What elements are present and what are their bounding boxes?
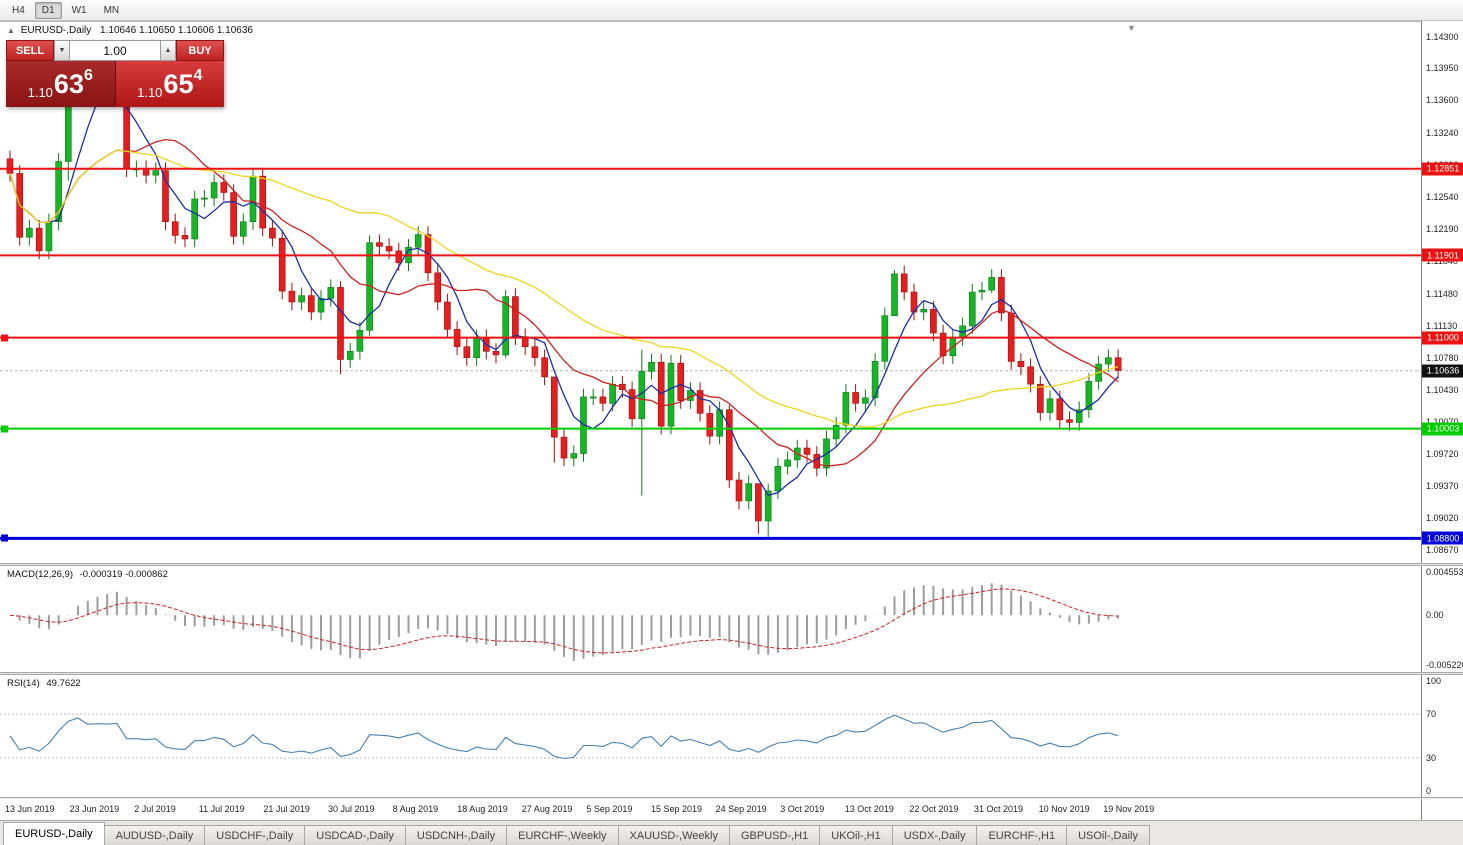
date-axis-label: 11 Jul 2019 [198,804,245,814]
level-drag-handle[interactable] [1,534,8,542]
date-axis-label: 13 Oct 2019 [844,804,894,814]
date-axis-label: 2 Jul 2019 [134,804,176,814]
price-axis[interactable]: 1.143001.139501.136001.132401.128901.125… [1421,21,1463,820]
rsi-axis-label: 70 [1426,709,1437,719]
date-axis-label: 24 Sep 2019 [715,804,767,814]
date-axis-label: 5 Sep 2019 [586,804,633,814]
buy-price-display[interactable]: 1.10 65 4 [115,61,224,107]
price-axis-label: 1.09020 [1426,513,1459,524]
date-axis-label: 15 Sep 2019 [651,804,703,814]
level-price-tag: 1.11901 [1422,248,1463,262]
date-axis-label: 13 Jun 2019 [5,804,55,814]
price-axis-label: 1.11130 [1426,320,1458,331]
buy-price-big-figure: 1.10 [137,85,163,100]
chart-title: ▲ EURUSD-,Daily 1.10646 1.10650 1.10606 … [7,25,253,36]
price-chart-canvas[interactable] [0,0,1463,820]
rsi-axis-label: 30 [1426,753,1437,763]
chart-tab[interactable]: EURCHF-,H1 [976,825,1068,845]
level-price-tag: 1.12851 [1422,162,1463,176]
chart-tab[interactable]: USOil-,Daily [1066,825,1150,845]
date-axis-label: 23 Jun 2019 [69,804,120,814]
chart-tab[interactable]: XAUUSD-,Weekly [617,825,730,845]
chart-tab[interactable]: USDX-,Daily [891,825,978,845]
level-drag-handle[interactable] [1,334,8,342]
sell-button[interactable]: SELL [6,40,54,61]
level-price-tag: 1.10003 [1422,422,1463,436]
date-axis[interactable]: 13 Jun 2019 23 Jun 2019 2 Jul 2019 11 Jul 2… [0,800,1421,820]
volume-increase-button[interactable]: ▲ [160,40,176,61]
date-axis-label: 31 Oct 2019 [974,804,1024,814]
price-axis-label: 1.13950 [1426,63,1459,74]
date-axis-label: 18 Aug 2019 [457,804,508,814]
macd-axis-label: 0.0045536 [1426,567,1463,578]
price-axis-label: 1.12540 [1426,192,1459,203]
chart-ohlc-values: 1.10646 1.10650 1.10606 1.10636 [100,25,253,36]
chart-tab-bar: EURUSD-,Daily AUDUSD-,Daily USDCHF-,Daily U… [0,820,1463,845]
price-axis-label: 1.08670 [1426,545,1459,556]
current-price-tag: 1.10636 [1422,364,1463,378]
price-axis-label: 1.09720 [1426,449,1459,460]
price-axis-label: 1.10430 [1426,384,1459,395]
price-axis-label: 1.09370 [1426,481,1459,492]
date-axis-splitter [0,797,1463,799]
collapse-arrow-icon[interactable]: ▲ [7,26,15,35]
sell-price-display[interactable]: 1.10 63 6 [6,61,116,107]
rsi-indicator-label: RSI(14) 49.7622 [7,678,81,689]
price-axis-label: 1.13240 [1426,128,1459,139]
chart-tab[interactable]: USDCAD-,Daily [304,825,406,845]
macd-axis-label: -0.0052205 [1426,659,1463,670]
date-axis-label: 19 Nov 2019 [1103,804,1155,814]
chart-tab[interactable]: USDCHF-,Daily [204,825,306,845]
price-axis-label: 1.14300 [1426,31,1459,42]
timeframe-button-mn[interactable]: MN [97,2,127,19]
timeframe-button-w1[interactable]: W1 [65,2,94,19]
timeframe-button-d1[interactable]: D1 [34,1,62,19]
rsi-panel-splitter[interactable] [0,672,1463,675]
macd-indicator-label: MACD(12,26,9) -0.000319 -0.000862 [7,569,168,580]
price-axis-label: 1.13600 [1426,95,1459,106]
date-axis-label: 10 Nov 2019 [1038,804,1090,814]
chart-tab[interactable]: UKOil-,H1 [819,825,893,845]
level-price-tag: 1.08800 [1422,531,1463,545]
level-price-tag: 1.11000 [1422,331,1463,345]
date-axis-label: 8 Aug 2019 [392,804,439,814]
macd-panel-splitter[interactable] [0,563,1463,566]
buy-price-pips: 65 [163,68,194,99]
timeframe-toolbar: H4 D1 W1 MN [0,0,1463,21]
sell-price-pips: 63 [53,68,84,99]
rsi-axis-label: 0 [1426,786,1432,796]
volume-dropdown-button[interactable]: ▼ [54,40,70,61]
chart-tab[interactable]: GBPUSD-,H1 [728,825,821,845]
level-drag-handle[interactable] [1,425,8,433]
date-axis-label: 21 Jul 2019 [263,804,310,814]
chart-tab[interactable]: USDCNH-,Daily [404,825,508,845]
price-axis-label: 1.11480 [1426,288,1458,299]
price-axis-label: 1.10780 [1426,352,1459,363]
buy-price-point: 4 [193,67,203,84]
rsi-axis-label: 100 [1426,676,1442,686]
volume-input[interactable] [70,40,160,61]
chart-tab[interactable]: EURCHF-,Weekly [506,825,619,845]
buy-button[interactable]: BUY [176,40,224,61]
sell-price-point: 6 [83,67,93,84]
price-axis-label: 1.12190 [1426,224,1459,235]
chart-tab[interactable]: EURUSD-,Daily [3,822,105,845]
sell-price-big-figure: 1.10 [27,85,53,100]
date-axis-label: 27 Aug 2019 [521,804,573,814]
chart-shift-marker-icon[interactable]: ▼ [1127,23,1136,33]
chart-symbol-label: EURUSD-,Daily [20,25,92,36]
date-axis-label: 30 Jul 2019 [328,804,375,814]
date-axis-label: 22 Oct 2019 [909,804,959,814]
date-axis-label: 3 Oct 2019 [780,804,825,814]
macd-axis-label: 0.00 [1426,610,1444,621]
chart-tab[interactable]: AUDUSD-,Daily [103,825,206,845]
timeframe-button-h4[interactable]: H4 [5,2,32,19]
